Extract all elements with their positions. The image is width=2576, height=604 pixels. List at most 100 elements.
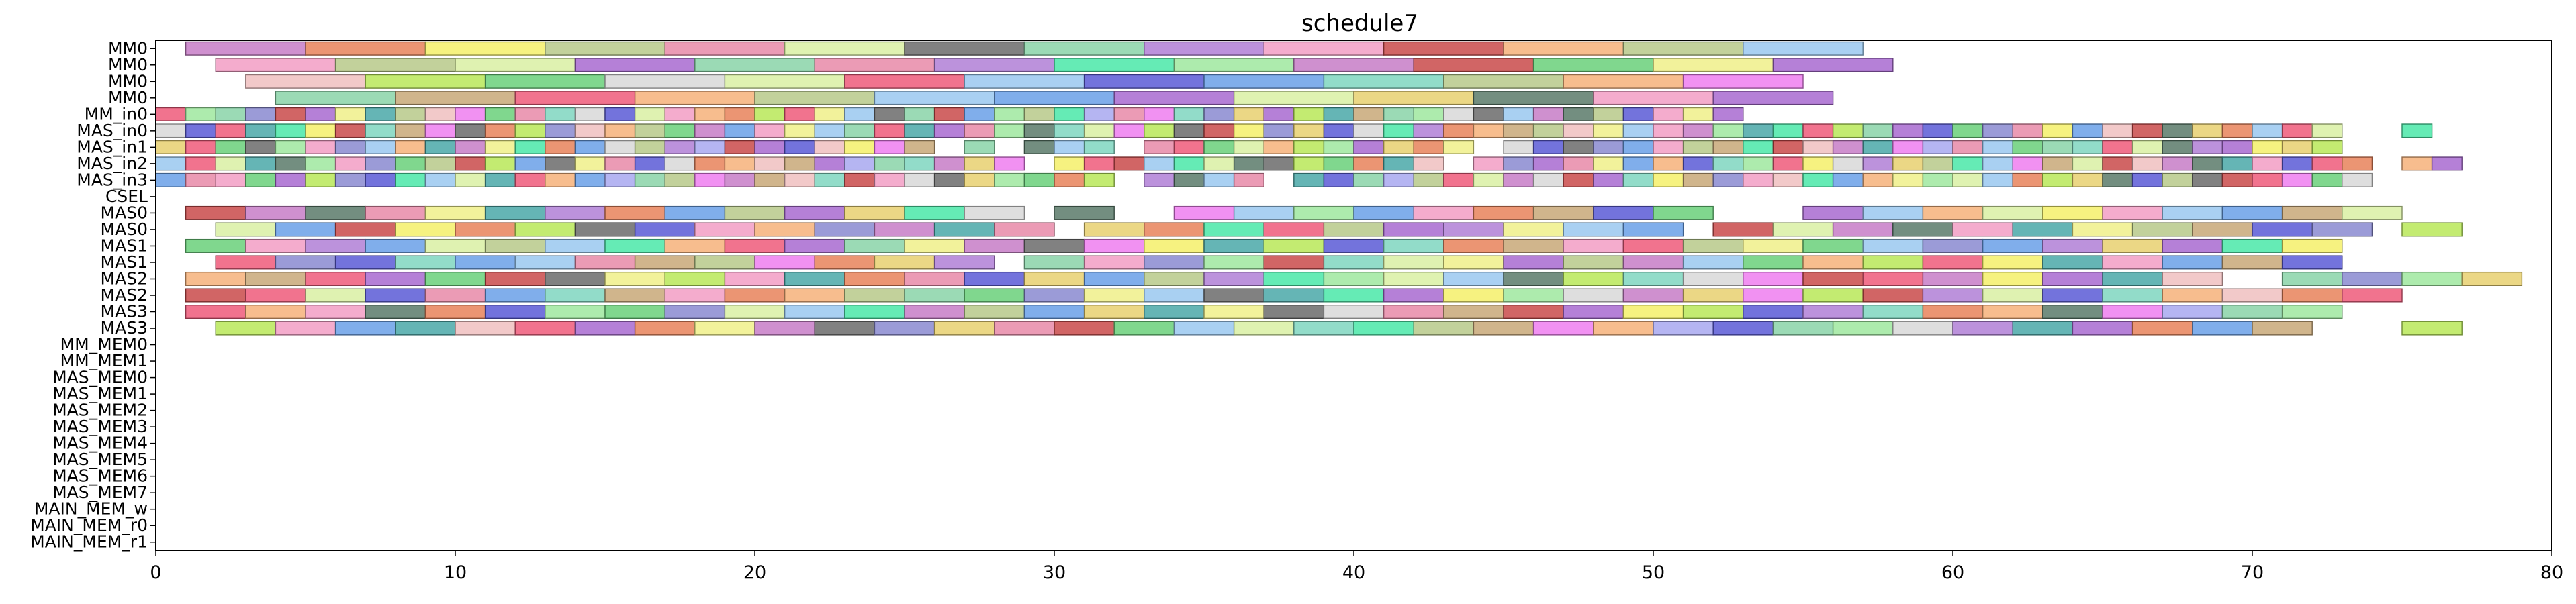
task-bar	[1173, 123, 1205, 138]
task-bar	[1144, 107, 1175, 121]
x-tick-label: 80	[2540, 562, 2563, 583]
task-bar	[1862, 305, 1924, 319]
task-bar	[545, 156, 576, 171]
task-bar	[1832, 321, 1894, 336]
task-bar	[1772, 140, 1804, 154]
task-bar	[754, 321, 815, 336]
task-bar	[245, 74, 366, 89]
task-bar	[1383, 123, 1414, 138]
task-bar	[1173, 156, 1205, 171]
task-bar	[1892, 172, 1924, 187]
task-bar	[2281, 123, 2313, 138]
task-bar	[1383, 222, 1444, 237]
task-bar	[1622, 222, 1684, 237]
task-bar	[784, 140, 815, 154]
task-bar	[2401, 321, 2463, 336]
task-bar	[604, 156, 636, 171]
task-bar	[724, 288, 786, 303]
task-bar	[1113, 123, 1145, 138]
task-bar	[1054, 321, 1115, 336]
task-bar	[2102, 123, 2133, 138]
task-bar	[694, 107, 726, 121]
task-bar	[1503, 222, 1564, 237]
task-bar	[1383, 305, 1444, 319]
task-bar	[1353, 156, 1385, 171]
task-bar	[724, 271, 786, 286]
task-bar	[994, 172, 1025, 187]
task-bar	[2102, 238, 2163, 253]
task-bar	[754, 123, 786, 138]
task-bar	[1293, 58, 1414, 72]
task-bar	[964, 74, 1085, 89]
task-bar	[365, 305, 426, 319]
task-bar	[424, 41, 546, 56]
task-bar	[395, 107, 426, 121]
task-bar	[1682, 271, 1744, 286]
task-bar	[2281, 156, 2313, 171]
task-bar	[2072, 123, 2103, 138]
task-bar	[994, 156, 1025, 171]
task-bar	[1832, 156, 1864, 171]
task-bar	[1622, 255, 1684, 270]
task-bar	[1023, 172, 1055, 187]
task-bar	[784, 172, 815, 187]
task-bar	[1622, 271, 1684, 286]
x-tick-label: 70	[2241, 562, 2264, 583]
task-bar	[1473, 205, 1534, 220]
task-bar	[964, 271, 1025, 286]
task-bar	[2221, 156, 2253, 171]
y-axis: MM0MM0MM0MM0MM_in0MAS_in0MAS_in1MAS_in2M…	[30, 38, 156, 552]
y-tick-label: MAS_in0	[77, 121, 148, 140]
task-bar	[604, 140, 636, 154]
task-bar	[395, 91, 516, 105]
task-bar	[1622, 41, 1744, 56]
task-bar	[1563, 271, 1624, 286]
task-bar	[1682, 156, 1714, 171]
task-bar	[1173, 321, 1235, 336]
task-bar	[844, 238, 905, 253]
task-bar	[2342, 172, 2373, 187]
task-bar	[1383, 271, 1444, 286]
task-bar	[664, 271, 726, 286]
x-tick-label: 50	[1642, 562, 1665, 583]
task-bar	[545, 205, 606, 220]
task-bar	[1772, 123, 1804, 138]
task-bar	[1203, 288, 1264, 303]
task-bar	[814, 172, 845, 187]
task-bar	[424, 172, 456, 187]
task-bar	[1532, 123, 1564, 138]
y-tick-label: MAS_in3	[77, 170, 148, 189]
task-bar	[1413, 205, 1475, 220]
task-bar	[694, 172, 726, 187]
task-bar	[1593, 91, 1714, 105]
task-bar	[1682, 172, 1714, 187]
task-bar	[245, 123, 277, 138]
task-bar	[1922, 123, 1953, 138]
task-bar	[1653, 58, 1774, 72]
task-bar	[1532, 107, 1564, 121]
task-bar	[1083, 123, 1115, 138]
task-bar	[874, 140, 905, 154]
task-bar	[1772, 172, 1804, 187]
task-bar	[185, 140, 216, 154]
task-bar	[2072, 222, 2133, 237]
task-bar	[1682, 107, 1714, 121]
task-bar	[1832, 140, 1864, 154]
task-bar	[395, 140, 426, 154]
task-bar	[1563, 123, 1594, 138]
task-bar	[724, 205, 786, 220]
task-bar	[1473, 156, 1504, 171]
task-bar	[574, 222, 636, 237]
task-bar	[1712, 156, 1744, 171]
task-bar	[1413, 321, 1475, 336]
task-bar	[2192, 156, 2223, 171]
task-bar	[1892, 222, 1953, 237]
task-bar	[1563, 107, 1594, 121]
task-bar	[1383, 156, 1414, 171]
task-bar	[1144, 288, 1205, 303]
task-bar	[2162, 255, 2223, 270]
task-bar	[514, 107, 546, 121]
task-bar	[1203, 107, 1235, 121]
task-bar	[1922, 156, 1953, 171]
task-bar	[215, 255, 277, 270]
